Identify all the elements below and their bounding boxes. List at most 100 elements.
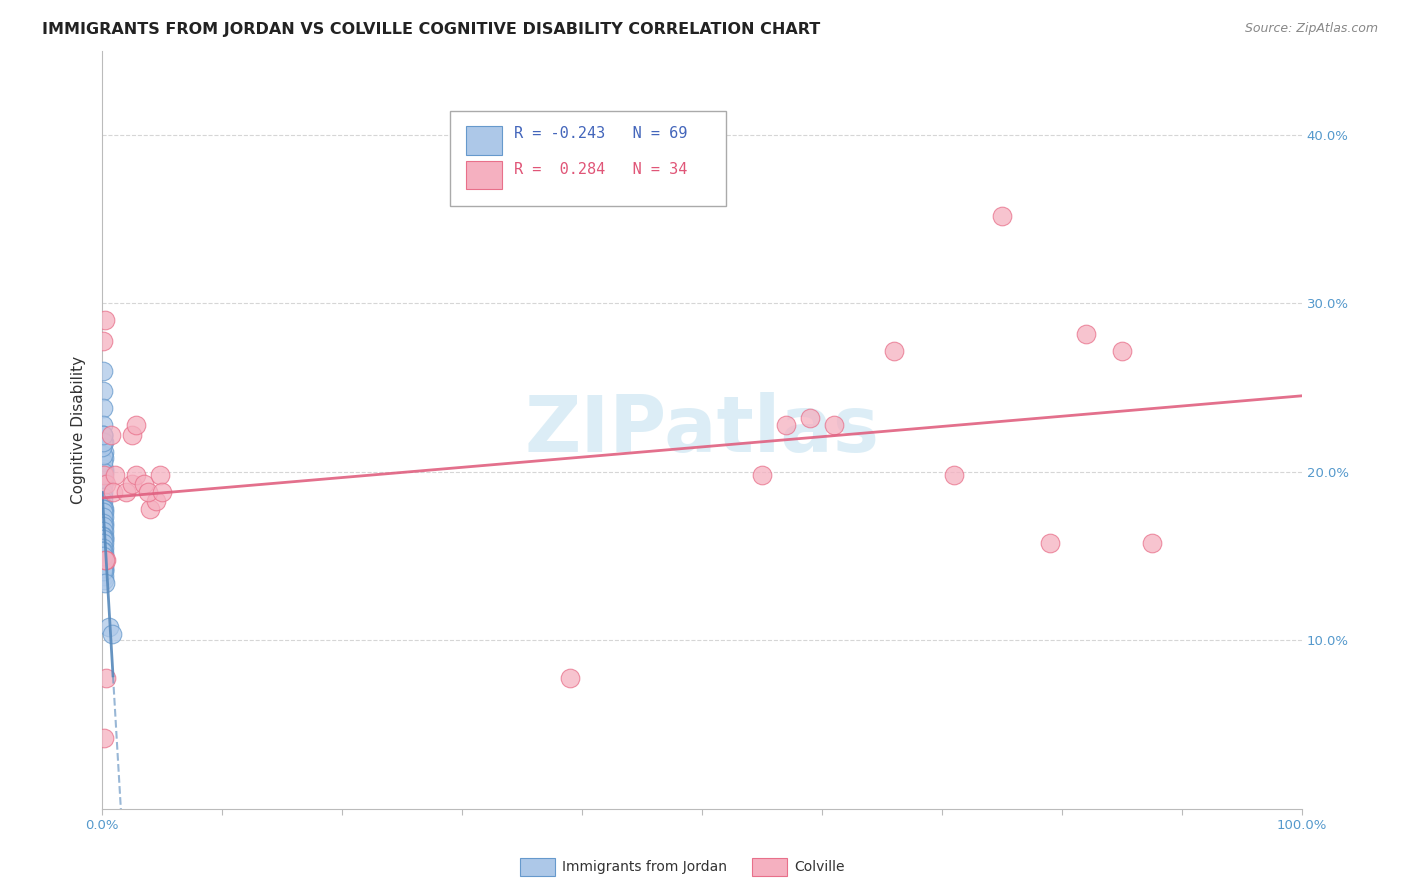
Point: [91, 565, 114, 579]
Point: [91, 384, 114, 398]
Text: R = -0.243   N = 69: R = -0.243 N = 69: [513, 126, 688, 141]
FancyBboxPatch shape: [465, 161, 502, 189]
Point: [91, 533, 114, 547]
Point: [93, 505, 115, 519]
Point: [93, 535, 115, 549]
Text: Immigrants from Jordan: Immigrants from Jordan: [562, 860, 727, 874]
Point: [139, 502, 162, 516]
Point: [93, 556, 115, 570]
Point: [91, 549, 114, 564]
Point: [1140, 535, 1163, 549]
Point: [91, 535, 114, 549]
Text: IMMIGRANTS FROM JORDAN VS COLVILLE COGNITIVE DISABILITY CORRELATION CHART: IMMIGRANTS FROM JORDAN VS COLVILLE COGNI…: [42, 22, 821, 37]
Point: [93, 533, 115, 547]
Point: [93, 499, 115, 513]
Point: [93, 552, 115, 566]
Point: [558, 671, 581, 685]
Point: [94, 476, 117, 491]
Point: [115, 485, 138, 500]
Point: [149, 468, 172, 483]
Point: [93, 558, 115, 572]
Point: [145, 493, 167, 508]
Point: [1039, 535, 1062, 549]
Point: [93, 465, 115, 479]
Point: [91, 334, 114, 348]
Point: [91, 549, 114, 564]
Point: [121, 476, 143, 491]
Point: [91, 541, 114, 555]
FancyBboxPatch shape: [450, 112, 725, 206]
Point: [101, 485, 124, 500]
Point: [104, 468, 127, 483]
Point: [91, 428, 114, 442]
Point: [91, 478, 114, 492]
Point: [91, 552, 114, 566]
Text: ZIPatlas: ZIPatlas: [524, 392, 880, 467]
Point: [91, 434, 114, 449]
Point: [91, 493, 114, 508]
Point: [94, 552, 117, 566]
Point: [125, 417, 148, 432]
Point: [93, 563, 115, 577]
Point: [93, 533, 115, 547]
Point: [91, 505, 114, 519]
Point: [91, 455, 114, 469]
Text: Source: ZipAtlas.com: Source: ZipAtlas.com: [1244, 22, 1378, 36]
Point: [775, 417, 797, 432]
Point: [883, 343, 905, 358]
Point: [93, 434, 115, 449]
Point: [94, 313, 117, 327]
Point: [91, 440, 114, 454]
Point: [91, 485, 114, 500]
Point: [125, 468, 148, 483]
Point: [91, 529, 114, 543]
Point: [91, 502, 114, 516]
Point: [93, 552, 115, 566]
Point: [91, 417, 114, 432]
Point: [991, 209, 1014, 223]
Point: [91, 448, 114, 462]
Point: [91, 364, 114, 378]
Point: [101, 626, 124, 640]
Point: [93, 573, 115, 587]
Point: [93, 546, 115, 560]
Point: [94, 671, 117, 685]
Point: [93, 529, 115, 543]
Point: [93, 565, 115, 579]
Point: [1074, 326, 1097, 341]
Point: [93, 451, 115, 466]
Point: [93, 510, 115, 524]
Point: [799, 411, 821, 425]
Point: [91, 465, 114, 479]
Point: [93, 561, 115, 575]
Point: [150, 485, 173, 500]
Point: [91, 561, 114, 575]
Point: [93, 472, 115, 486]
Point: [93, 524, 115, 538]
Point: [93, 516, 115, 530]
Point: [134, 476, 156, 491]
Point: [91, 428, 114, 442]
Point: [91, 544, 114, 558]
Point: [121, 428, 143, 442]
Point: [751, 468, 773, 483]
Point: [136, 485, 159, 500]
Point: [91, 428, 114, 442]
Point: [93, 468, 115, 483]
Point: [91, 472, 114, 486]
Point: [93, 569, 115, 583]
Point: [91, 524, 114, 538]
Point: [91, 490, 114, 504]
Point: [93, 549, 115, 564]
Point: [91, 519, 114, 533]
Point: [943, 468, 966, 483]
Point: [93, 541, 115, 555]
Y-axis label: Cognitive Disability: Cognitive Disability: [72, 356, 86, 504]
Point: [823, 417, 845, 432]
Point: [93, 461, 115, 475]
FancyBboxPatch shape: [465, 126, 502, 154]
Point: [1111, 343, 1133, 358]
Point: [93, 444, 115, 458]
Point: [93, 576, 115, 591]
Point: [91, 510, 114, 524]
